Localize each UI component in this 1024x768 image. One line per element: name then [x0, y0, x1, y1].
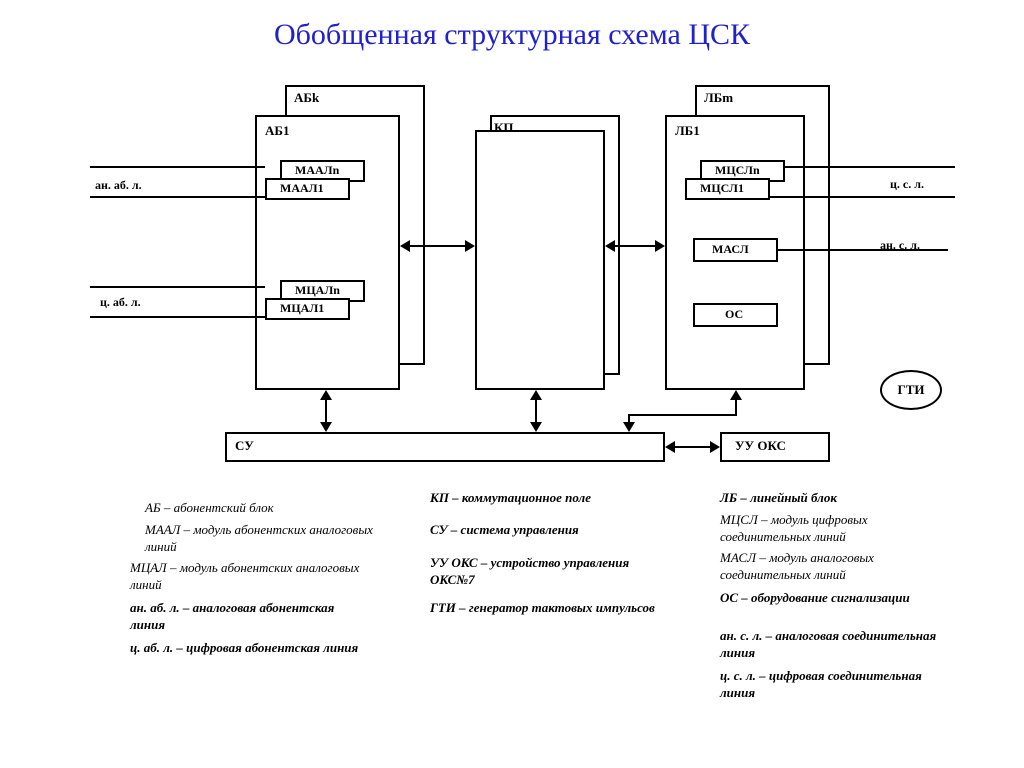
label-su: СУ [235, 438, 254, 454]
label-masl: МАСЛ [712, 242, 749, 257]
label-mcal-n: МЦАЛn [295, 283, 340, 298]
legend-col2-0: КП – коммутационное поле [430, 490, 591, 507]
label-c-ab-l: ц. аб. л. [100, 295, 141, 310]
label-c-s-l: ц. с. л. [890, 177, 924, 192]
arrowhead [665, 441, 675, 453]
ellipse-gti: ГТИ [880, 370, 942, 410]
conn-lb-su-bus [628, 414, 737, 416]
label-ab-1: АБ1 [265, 123, 289, 139]
box-kp-front [475, 130, 605, 390]
arrowhead [710, 441, 720, 453]
arrowhead [530, 390, 542, 400]
legend-col3-0: ЛБ – линейный блок [720, 490, 837, 507]
legend-col1-3: ан. аб. л. – аналоговая абонентская лини… [130, 600, 360, 634]
label-an-ab-l: ан. аб. л. [95, 178, 142, 193]
arrowhead [465, 240, 475, 252]
legend-col1-2: МЦАЛ – модуль абонентских аналоговых лин… [130, 560, 360, 594]
label-uu-oks: УУ ОКС [735, 438, 786, 454]
arrowhead [320, 390, 332, 400]
conn [770, 196, 955, 198]
conn [90, 196, 265, 198]
conn [778, 249, 948, 251]
label-mcal-1: МЦАЛ1 [280, 301, 324, 316]
arrowhead [605, 240, 615, 252]
arrowhead [530, 422, 542, 432]
label-kp: КП [494, 120, 514, 136]
legend-col3-5: ц. с. л. – цифровая соединительная линия [720, 668, 950, 702]
legend-col1-4: ц. аб. л. – цифровая абонентская линия [130, 640, 358, 657]
label-gti: ГТИ [897, 382, 924, 398]
box-su [225, 432, 665, 462]
arrowhead [320, 422, 332, 432]
label-mcsl-1: МЦСЛ1 [700, 181, 744, 196]
conn-su-uuoks [675, 446, 710, 448]
legend-col3-1: МЦСЛ – модуль цифровых соединительных ли… [720, 512, 950, 546]
label-ab-k: АБk [294, 90, 319, 106]
box-ab-1 [255, 115, 400, 390]
page-title: Обобщенная структурная схема ЦСК [0, 18, 1024, 52]
conn [90, 166, 265, 168]
conn [90, 316, 265, 318]
legend-col2-2: УУ ОКС – устройство управления ОКС№7 [430, 555, 660, 589]
label-oc: ОС [725, 307, 743, 322]
legend-col1-0: АБ – абонентский блок [145, 500, 274, 517]
conn [785, 166, 955, 168]
arrowhead [400, 240, 410, 252]
conn-kp-lb [615, 245, 655, 247]
legend-col3-3: ОС – оборудование сигнализации [720, 590, 910, 607]
conn [90, 286, 265, 288]
legend-col3-2: МАСЛ – модуль аналоговых соединительных … [720, 550, 950, 584]
legend-col2-3: ГТИ – генератор тактовых импульсов [430, 600, 655, 617]
conn-ab-kp [410, 245, 465, 247]
label-lb-m: ЛБm [704, 90, 733, 106]
conn-kp-su [535, 398, 537, 424]
label-mcsl-n: МЦСЛn [715, 163, 760, 178]
legend-col1-1: МААЛ – модуль абонентских аналоговых лин… [145, 522, 375, 556]
arrowhead [623, 422, 635, 432]
label-maal-1: МААЛ1 [280, 181, 324, 196]
label-lb-1: ЛБ1 [675, 123, 700, 139]
arrowhead [730, 390, 742, 400]
legend-col3-4: ан. с. л. – аналоговая соединительная ли… [720, 628, 950, 662]
legend-col2-1: СУ – система управления [430, 522, 579, 539]
label-maal-n: МААЛn [295, 163, 339, 178]
arrowhead [655, 240, 665, 252]
conn-ab-su [325, 398, 327, 424]
